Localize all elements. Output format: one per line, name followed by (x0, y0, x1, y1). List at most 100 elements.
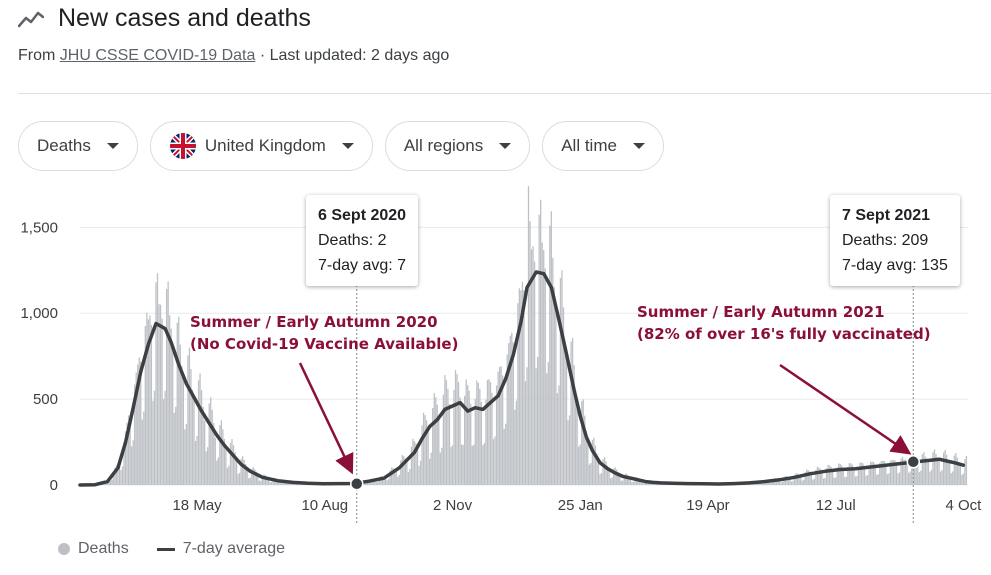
death-bar (841, 465, 843, 485)
death-bar (226, 467, 229, 485)
chevron-down-icon (341, 143, 354, 149)
death-bar (559, 277, 562, 485)
metric-dropdown[interactable]: Deaths (18, 121, 138, 171)
death-bar (894, 460, 896, 485)
death-bar (473, 444, 475, 485)
death-bar (911, 456, 913, 485)
death-bar (839, 463, 841, 485)
death-bar (176, 322, 178, 485)
death-bar (433, 392, 435, 485)
death-bar (850, 463, 852, 485)
source-link[interactable]: JHU CSSE COVID-19 Data (59, 47, 256, 64)
death-bar (780, 482, 782, 485)
death-bar (245, 463, 247, 485)
death-bar (365, 483, 367, 485)
death-bar (783, 477, 785, 485)
death-bar (786, 476, 788, 485)
death-bar (211, 410, 213, 485)
death-bar (955, 452, 957, 485)
death-bar (438, 416, 440, 485)
death-bar (578, 446, 580, 485)
death-bar (249, 477, 251, 485)
death-bar (828, 465, 831, 485)
annotation-text: (82% of over 16's fully vaccinated) (637, 325, 931, 343)
death-bar (161, 318, 163, 485)
death-bar (477, 382, 479, 485)
death-bar (115, 465, 118, 485)
death-bar (418, 465, 420, 485)
death-bar (278, 480, 280, 485)
death-bar (591, 439, 594, 485)
x-tick-label: 2 Nov (433, 497, 473, 514)
death-bar (640, 480, 642, 485)
tooltip-deaths: Deaths: 209 (842, 232, 929, 249)
time-range-dropdown[interactable]: All time (542, 121, 664, 171)
death-bar (258, 480, 261, 485)
death-bar (641, 482, 644, 485)
death-bar (582, 399, 584, 485)
death-bar (920, 470, 922, 485)
death-bar (792, 480, 794, 485)
death-bar (208, 403, 210, 485)
metric-label: Deaths (37, 136, 91, 155)
death-bar (264, 475, 267, 485)
death-bar (143, 411, 145, 485)
death-bar (409, 468, 411, 485)
death-bar (603, 457, 606, 485)
death-bar (574, 390, 577, 485)
death-bar (809, 471, 811, 485)
death-bar (584, 415, 586, 485)
death-bar (422, 412, 425, 485)
death-bar (429, 458, 431, 485)
death-bar (847, 467, 849, 485)
markers (349, 455, 921, 491)
death-bar (609, 478, 612, 485)
death-bar (959, 465, 961, 485)
death-bar (413, 441, 416, 485)
death-bar (394, 469, 396, 485)
death-bar (158, 304, 160, 485)
x-tick-label: 10 Aug (301, 497, 348, 514)
death-bar (144, 326, 146, 485)
death-bar (214, 437, 216, 485)
death-bar (923, 452, 925, 485)
death-bar (816, 466, 819, 485)
death-bar (468, 390, 470, 485)
x-tick-label: 19 Apr (686, 497, 729, 514)
death-bar (587, 444, 589, 485)
death-bar (488, 379, 490, 485)
death-bar (848, 463, 850, 485)
death-bar (492, 439, 495, 485)
death-bar (947, 459, 949, 485)
death-bar (965, 455, 968, 485)
death-bar (462, 444, 464, 485)
death-bar (561, 270, 563, 485)
last-updated: · Last updated: 2 days ago (259, 47, 450, 64)
death-bar (571, 337, 574, 485)
death-bar (410, 446, 413, 485)
country-label: United Kingdom (204, 136, 326, 155)
death-bar (790, 481, 793, 485)
region-dropdown[interactable]: All regions (384, 121, 531, 171)
tooltip-2021: 7 Sept 2021 Deaths: 209 7-day avg: 135 (830, 195, 960, 286)
death-bar (456, 374, 458, 485)
death-bar (936, 458, 939, 485)
death-bar (950, 473, 952, 485)
death-bar (412, 438, 414, 485)
death-bar (292, 483, 294, 485)
death-bar (938, 459, 940, 485)
death-bar (836, 467, 838, 485)
deaths-chart[interactable]: 0 500 1,000 1,500 18 May 10 Aug 2 Nov 25 Jan 19… (0, 185, 991, 530)
death-bar (882, 460, 884, 485)
death-bar (632, 481, 635, 485)
annotations: Summer / Early Autumn 2020 (No Covid-19 V… (190, 303, 931, 475)
death-bar (190, 368, 192, 485)
death-bar (654, 483, 656, 485)
death-bar (555, 305, 557, 485)
death-bar (818, 467, 820, 485)
country-dropdown[interactable]: United Kingdom (149, 121, 373, 171)
death-bar (476, 380, 478, 485)
death-bar (424, 415, 426, 485)
death-bar (130, 446, 133, 485)
death-bar (200, 390, 203, 485)
